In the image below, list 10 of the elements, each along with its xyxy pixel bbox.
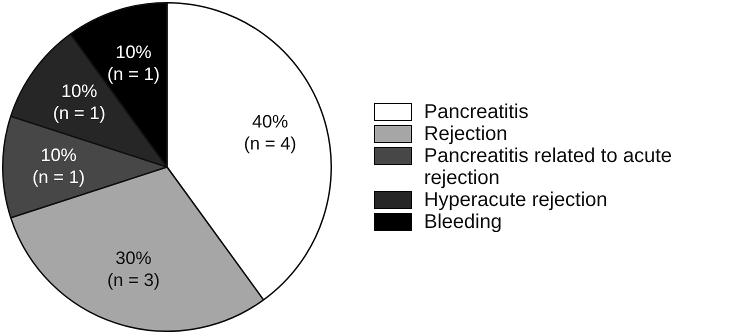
data-label: 10% (n = 1)	[53, 81, 106, 124]
data-label: 10% (n = 1)	[107, 42, 160, 84]
legend-label: Bleeding	[424, 211, 502, 233]
data-label: 40% (n = 4)	[244, 111, 296, 154]
legend-label: Rejection	[424, 123, 508, 145]
data-label: 30% (n = 3)	[107, 248, 160, 290]
legend-label: Pancreatitis related to acute rejection	[424, 145, 673, 189]
data-label: 10% (n = 1)	[32, 144, 85, 187]
legend-label: Hyperacute rejection	[424, 189, 608, 211]
legend-label: Pancreatitis	[424, 101, 528, 123]
